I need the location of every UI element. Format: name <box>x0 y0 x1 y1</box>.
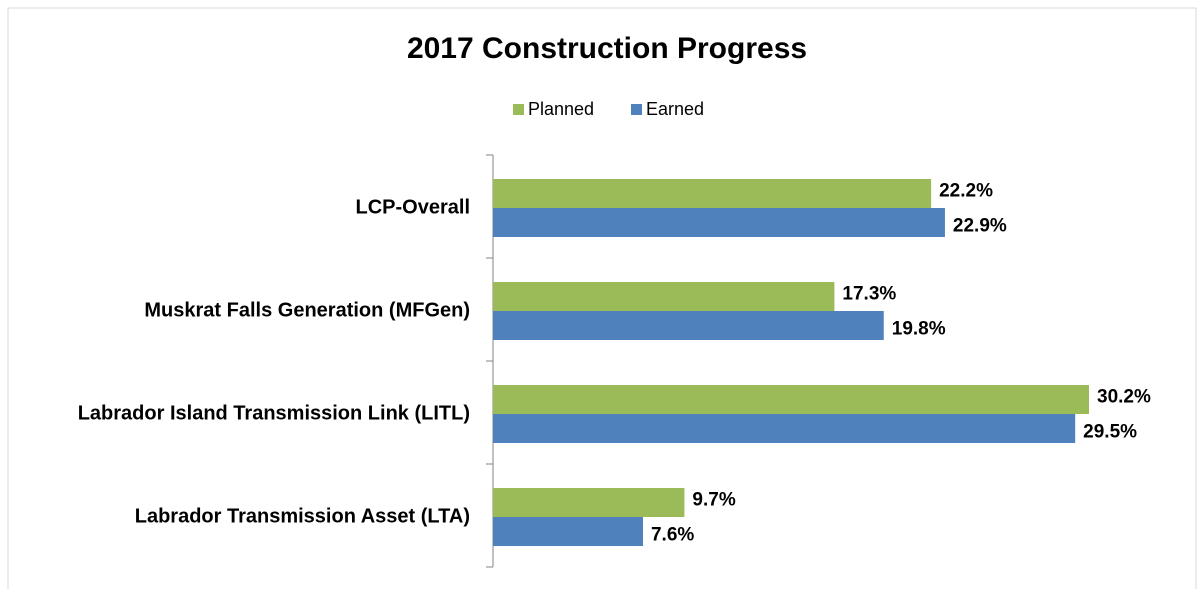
category-label: Labrador Transmission Asset (LTA) <box>135 505 470 527</box>
legend-swatch <box>631 104 642 115</box>
legend-label: Earned <box>646 99 704 119</box>
chart-title: 2017 Construction Progress <box>407 32 807 65</box>
category-label: Labrador Island Transmission Link (LITL) <box>78 402 470 424</box>
category-label: Muskrat Falls Generation (MFGen) <box>144 299 470 321</box>
data-label: 22.9% <box>953 216 1007 237</box>
bar <box>493 282 835 311</box>
legend-label: Planned <box>528 99 594 119</box>
bar <box>493 517 643 546</box>
data-label: 19.8% <box>892 319 946 340</box>
bar <box>493 414 1076 443</box>
bar <box>493 311 884 340</box>
bar <box>493 385 1089 414</box>
data-label: 17.3% <box>842 284 896 305</box>
data-label: 9.7% <box>692 490 735 511</box>
category-label: LCP-Overall <box>356 196 470 218</box>
data-label: 29.5% <box>1083 422 1137 443</box>
bar <box>493 208 945 237</box>
bar <box>493 488 685 517</box>
legend-swatch <box>513 104 524 115</box>
bar <box>493 179 932 208</box>
data-label: 7.6% <box>651 525 694 546</box>
data-label: 22.2% <box>939 181 993 202</box>
data-label: 30.2% <box>1097 387 1151 408</box>
